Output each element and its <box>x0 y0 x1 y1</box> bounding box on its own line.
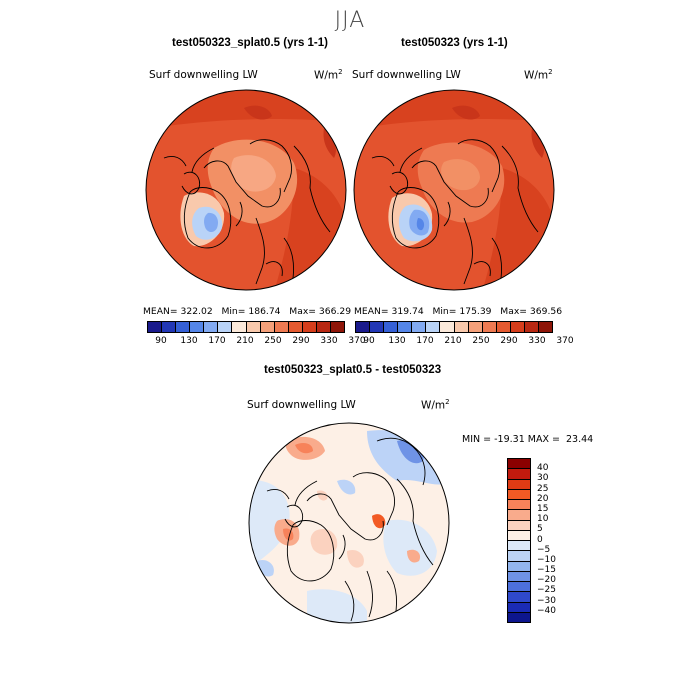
diff-colorbar-swatch <box>508 541 530 552</box>
diff-colorbar-swatch <box>508 582 530 593</box>
colorbar-swatch <box>274 322 289 332</box>
colorbar-swatch <box>190 322 205 332</box>
diff-panel-map <box>248 422 450 624</box>
colorbar-tick-label: 370 <box>348 336 366 346</box>
panel-2-title: test050323 (yrs 1-1) <box>401 37 508 49</box>
colorbar-swatch <box>302 322 317 332</box>
colorbar-swatch <box>246 322 261 332</box>
colorbar-swatch <box>384 322 399 332</box>
colorbar-swatch <box>288 322 303 332</box>
diff-colorbar-swatch <box>508 551 530 562</box>
panel-1-units: W/m2 <box>314 68 343 82</box>
colorbar-swatch <box>496 322 511 332</box>
diff-colorbar-swatch <box>508 469 530 480</box>
diff-colorbar-tick-label: 40 <box>537 463 549 474</box>
diff-colorbar-tick-label: 20 <box>537 493 549 504</box>
colorbar-tick-label: 290 <box>500 336 518 346</box>
colorbar-tick-label: 290 <box>292 336 310 346</box>
diff-colorbar-tick-label: −30 <box>537 595 556 606</box>
colorbar-tick-label: 210 <box>444 336 462 346</box>
colorbar-tick-label: 130 <box>180 336 198 346</box>
colorbar-tick-label: 370 <box>556 336 574 346</box>
diff-colorbar-swatch <box>508 530 530 541</box>
colorbar-swatch <box>232 322 247 332</box>
panel-2-units: W/m2 <box>524 68 553 82</box>
colorbar-tick-label: 250 <box>472 336 490 346</box>
diff-colorbar-tick-label: 25 <box>537 483 549 494</box>
colorbar-tick-label: 330 <box>528 336 546 346</box>
colorbar-swatch <box>412 322 427 332</box>
colorbar-swatch <box>468 322 483 332</box>
colorbar-swatch <box>440 322 455 332</box>
colorbar-swatch <box>331 322 345 332</box>
diff-colorbar-swatch <box>508 602 530 613</box>
diff-colorbar <box>507 458 531 623</box>
colorbar-swatch <box>482 322 497 332</box>
panel-1-colorbar <box>147 321 345 333</box>
season-title: JJA <box>334 8 366 33</box>
panel-2-variable: Surf downwelling LW <box>352 69 461 81</box>
diff-colorbar-tick-label: 5 <box>537 524 543 535</box>
colorbar-swatch <box>148 322 163 332</box>
colorbar-tick-label: 130 <box>388 336 406 346</box>
colorbar-swatch <box>426 322 441 332</box>
diff-colorbar-tick-label: 30 <box>537 473 549 484</box>
diff-colorbar-tick-label: −5 <box>537 544 551 555</box>
colorbar-tick-label: 210 <box>236 336 254 346</box>
colorbar-tick-label: 330 <box>320 336 338 346</box>
colorbar-tick-label: 170 <box>208 336 226 346</box>
colorbar-swatch <box>398 322 413 332</box>
diff-colorbar-swatch <box>508 592 530 603</box>
diff-colorbar-tick-label: −25 <box>537 585 556 596</box>
colorbar-tick-label: 170 <box>416 336 434 346</box>
panel-1-map <box>145 89 347 291</box>
diff-colorbar-swatch <box>508 479 530 490</box>
diff-colorbar-tick-label: 0 <box>537 534 543 545</box>
diff-colorbar-tick-label: −20 <box>537 575 556 586</box>
colorbar-swatch <box>356 322 371 332</box>
diff-colorbar-tick-label: 10 <box>537 514 549 525</box>
panel-1-stats: MEAN= 322.02 Min= 186.74 Max= 366.29 <box>143 306 352 317</box>
colorbar-tick-label: 90 <box>155 336 167 346</box>
panel-2-map <box>353 89 555 291</box>
diff-colorbar-swatch <box>508 612 530 622</box>
diff-panel-units: W/m2 <box>421 398 450 412</box>
colorbar-swatch <box>162 322 177 332</box>
diff-colorbar-tick-label: 15 <box>537 503 549 514</box>
diff-colorbar-tick-label: −10 <box>537 554 556 565</box>
diff-colorbar-swatch <box>508 510 530 521</box>
diff-panel-variable: Surf downwelling LW <box>247 399 356 411</box>
diff-colorbar-tick-label: −15 <box>537 565 556 576</box>
diff-panel-stats: MIN = -19.31 MAX = 23.44 <box>462 434 594 445</box>
diff-colorbar-swatch <box>508 520 530 531</box>
colorbar-swatch <box>218 322 233 332</box>
panel-1-variable: Surf downwelling LW <box>149 69 258 81</box>
colorbar-swatch <box>510 322 525 332</box>
colorbar-swatch <box>370 322 385 332</box>
panel-2-colorbar <box>355 321 553 333</box>
panel-2-stats: MEAN= 319.74 Min= 175.39 Max= 369.56 <box>354 306 563 317</box>
diff-colorbar-swatch <box>508 561 530 572</box>
colorbar-swatch <box>316 322 332 332</box>
colorbar-swatch <box>260 322 275 332</box>
colorbar-swatch <box>204 322 219 332</box>
colorbar-swatch <box>539 322 553 332</box>
diff-colorbar-swatch <box>508 571 530 582</box>
diff-colorbar-swatch <box>508 500 530 511</box>
diff-colorbar-tick-label: −40 <box>537 605 556 616</box>
colorbar-swatch <box>524 322 540 332</box>
colorbar-tick-label: 90 <box>363 336 375 346</box>
diff-colorbar-swatch <box>508 459 530 470</box>
colorbar-tick-label: 250 <box>264 336 282 346</box>
diff-colorbar-swatch <box>508 489 530 500</box>
diff-panel-title: test050323_splat0.5 - test050323 <box>264 364 442 376</box>
colorbar-swatch <box>176 322 191 332</box>
colorbar-swatch <box>454 322 469 332</box>
panel-1-title: test050323_splat0.5 (yrs 1-1) <box>172 37 328 49</box>
